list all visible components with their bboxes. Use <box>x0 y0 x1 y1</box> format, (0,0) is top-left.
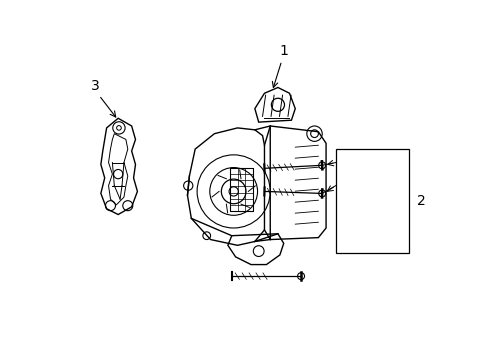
Text: 3: 3 <box>90 78 99 93</box>
Bar <box>335 149 408 253</box>
Text: 2: 2 <box>416 194 425 208</box>
Text: 1: 1 <box>279 44 287 58</box>
Bar <box>230 168 252 211</box>
